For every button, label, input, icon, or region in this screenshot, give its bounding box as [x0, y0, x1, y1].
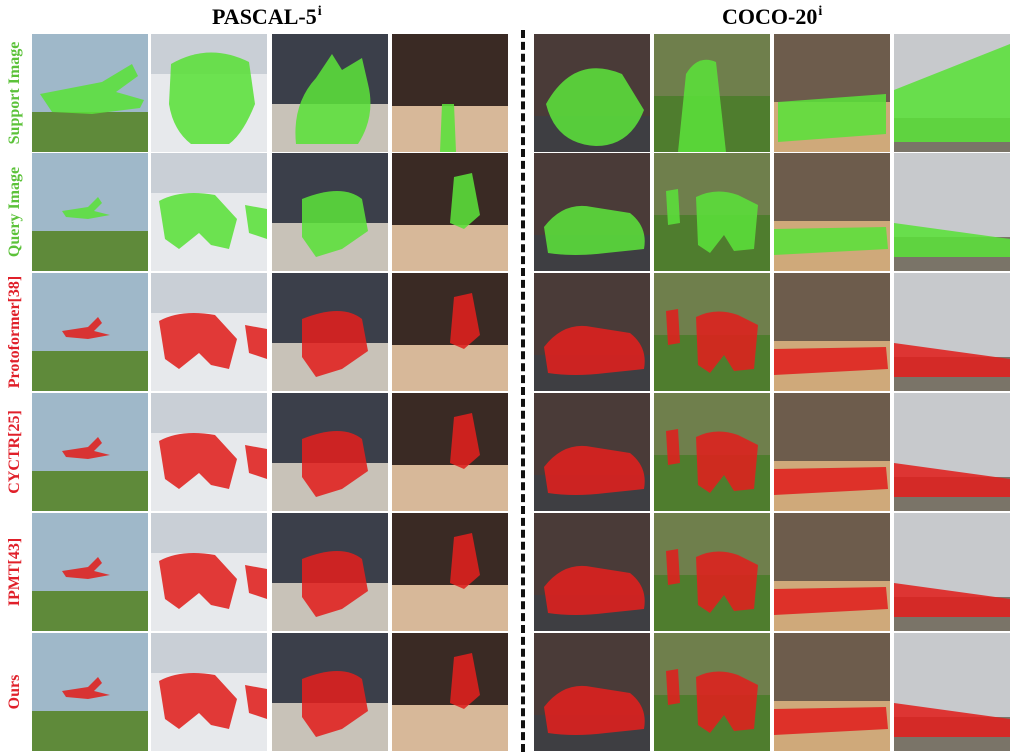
prediction-image [272, 633, 388, 751]
support-image [654, 34, 770, 152]
row-label: CYCTR[25] [0, 393, 30, 511]
query-image [151, 153, 267, 271]
prediction-image [894, 633, 1010, 751]
prediction-image [774, 393, 890, 511]
prediction-image [534, 273, 650, 391]
prediction-image [894, 513, 1010, 631]
support-image [32, 34, 148, 152]
row-label-text: CYCTR[25] [6, 410, 23, 494]
prediction-image [151, 513, 267, 631]
prediction-image [654, 273, 770, 391]
row-label: Query Image [0, 153, 30, 271]
row-label-text: Ours [6, 674, 23, 710]
query-image [534, 153, 650, 271]
prediction-image [894, 273, 1010, 391]
prediction-image [32, 393, 148, 511]
support-image [534, 34, 650, 152]
prediction-image [32, 513, 148, 631]
prediction-image [654, 513, 770, 631]
row-label-text: Query Image [6, 166, 23, 258]
prediction-image [32, 633, 148, 751]
query-image [654, 153, 770, 271]
coco-header: COCO-20i [722, 4, 823, 29]
prediction-image [32, 273, 148, 391]
row-label-text: Protoformer[38] [6, 275, 23, 389]
prediction-image [654, 633, 770, 751]
prediction-image [534, 633, 650, 751]
pascal-header: PASCAL-5i [212, 4, 322, 29]
prediction-image [774, 273, 890, 391]
prediction-image [392, 273, 508, 391]
prediction-image [534, 513, 650, 631]
dataset-divider [521, 30, 525, 752]
query-image [392, 153, 508, 271]
prediction-image [151, 633, 267, 751]
row-label: Ours [0, 633, 30, 751]
support-image [272, 34, 388, 152]
prediction-image [151, 273, 267, 391]
prediction-image [272, 273, 388, 391]
support-image [774, 34, 890, 152]
prediction-image [774, 633, 890, 751]
prediction-image [392, 513, 508, 631]
support-image [894, 34, 1010, 152]
row-label: Support Image [0, 34, 30, 152]
prediction-image [392, 633, 508, 751]
prediction-image [654, 393, 770, 511]
support-image [392, 34, 508, 152]
prediction-image [392, 393, 508, 511]
prediction-image [151, 393, 267, 511]
row-label-text: IPMT[43] [6, 537, 23, 607]
query-image [272, 153, 388, 271]
prediction-image [272, 393, 388, 511]
row-label: IPMT[43] [0, 513, 30, 631]
prediction-image [774, 513, 890, 631]
row-label: Protoformer[38] [0, 273, 30, 391]
support-image [151, 34, 267, 152]
prediction-image [894, 393, 1010, 511]
query-image [32, 153, 148, 271]
prediction-image [272, 513, 388, 631]
row-label-text: Support Image [6, 41, 23, 145]
query-image [894, 153, 1010, 271]
prediction-image [534, 393, 650, 511]
query-image [774, 153, 890, 271]
